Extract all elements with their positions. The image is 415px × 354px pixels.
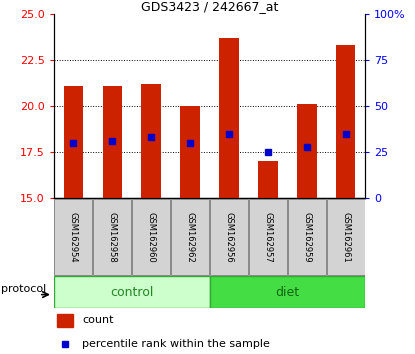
- Bar: [63, 86, 83, 198]
- Bar: [181, 106, 200, 198]
- Text: GSM162954: GSM162954: [69, 212, 78, 263]
- Bar: [297, 104, 317, 198]
- Title: GDS3423 / 242667_at: GDS3423 / 242667_at: [141, 0, 278, 13]
- Text: diet: diet: [275, 286, 300, 298]
- Text: GSM162961: GSM162961: [341, 212, 350, 263]
- Bar: [219, 38, 239, 198]
- Text: GSM162958: GSM162958: [108, 212, 117, 263]
- FancyBboxPatch shape: [249, 199, 287, 275]
- FancyBboxPatch shape: [171, 199, 209, 275]
- FancyBboxPatch shape: [327, 199, 365, 275]
- FancyBboxPatch shape: [288, 199, 326, 275]
- Bar: [57, 314, 73, 327]
- Text: percentile rank within the sample: percentile rank within the sample: [82, 339, 270, 349]
- FancyBboxPatch shape: [210, 276, 365, 308]
- Text: GSM162959: GSM162959: [303, 212, 311, 263]
- Text: GSM162960: GSM162960: [147, 212, 156, 263]
- Text: protocol: protocol: [1, 284, 46, 294]
- Text: control: control: [110, 286, 154, 298]
- FancyBboxPatch shape: [54, 199, 93, 275]
- Bar: [336, 45, 356, 198]
- FancyBboxPatch shape: [93, 199, 132, 275]
- FancyBboxPatch shape: [132, 199, 170, 275]
- Bar: [142, 84, 161, 198]
- Text: GSM162957: GSM162957: [264, 212, 272, 263]
- Text: count: count: [82, 315, 113, 325]
- Bar: [258, 161, 278, 198]
- FancyBboxPatch shape: [54, 276, 210, 308]
- FancyBboxPatch shape: [210, 199, 248, 275]
- Text: GSM162956: GSM162956: [225, 212, 234, 263]
- Text: GSM162962: GSM162962: [186, 212, 195, 263]
- Bar: [103, 86, 122, 198]
